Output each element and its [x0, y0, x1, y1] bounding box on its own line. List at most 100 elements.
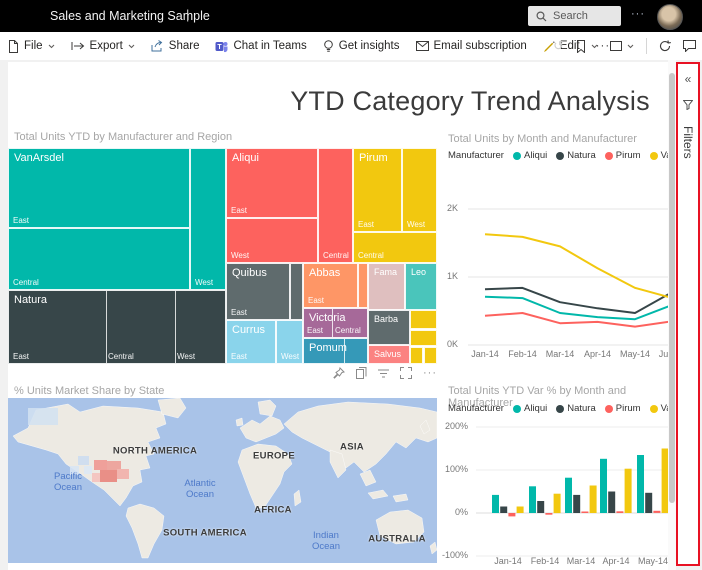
bar-vanarsdel-jan-14[interactable] [516, 506, 524, 514]
export-menu-button[interactable]: Export [71, 40, 135, 52]
treemap-label: VanArsdel [14, 152, 64, 164]
treemap-block[interactable]: Central [353, 232, 437, 263]
titlebar-more-button[interactable]: ··· [631, 8, 645, 20]
line-series-vanarsdel[interactable] [484, 233, 668, 298]
treemap-block[interactable]: West [276, 320, 303, 364]
report-toolbar: File Export Share T Chat in Teams Get in… [0, 32, 702, 61]
bar-aliqui-feb-14[interactable] [529, 486, 536, 513]
focus-mode-icon[interactable] [400, 367, 412, 379]
bar-aliqui-may-14[interactable] [637, 455, 644, 513]
bar-vanarsdel-feb-14[interactable] [553, 493, 561, 514]
file-menu-button[interactable]: File [8, 39, 55, 53]
legend-item[interactable]: VanArsdel [649, 403, 668, 414]
map-state-shade [28, 408, 58, 425]
treemap-divider [106, 291, 107, 363]
map-continent-label: EUROPE [253, 450, 295, 462]
line-chart-plot[interactable] [448, 202, 668, 362]
line-series-natura[interactable] [484, 286, 668, 314]
treemap-block-pomum[interactable]: Pomum [303, 338, 368, 364]
bar-natura-may-14[interactable] [645, 492, 653, 513]
treemap-block-currus[interactable]: Currus East [226, 320, 276, 364]
treemap-block[interactable] [358, 263, 368, 308]
export-icon [71, 41, 85, 51]
bookmarks-button[interactable] [576, 39, 598, 53]
treemap-block[interactable] [410, 347, 423, 364]
treemap-visual[interactable]: VanArsdel East West Central Natura East Centra… [8, 148, 437, 364]
treemap-block-natura[interactable]: Natura East Central West [8, 290, 226, 364]
treemap-block-pirum[interactable]: Pirum East [353, 148, 402, 232]
treemap-block-quibus[interactable]: Quibus East [226, 263, 290, 320]
bar-pirum-feb-14[interactable] [545, 513, 553, 515]
legend-item[interactable]: VanArsdel [649, 150, 668, 161]
toolbar-divider [646, 38, 647, 54]
treemap-block[interactable] [410, 310, 437, 329]
treemap-region-label: East [358, 220, 375, 229]
treemap-block-victoria[interactable]: Victoria East Central [303, 308, 368, 338]
bar-pirum-may-14[interactable] [653, 510, 661, 513]
bar-natura-mar-14[interactable] [573, 494, 581, 513]
bar-pirum-apr-14[interactable] [616, 511, 624, 513]
treemap-region-label: Central [335, 326, 361, 335]
treemap-block-salvus[interactable]: Salvus [368, 345, 410, 364]
pin-icon[interactable] [333, 367, 345, 379]
legend-item[interactable]: Pirum [604, 403, 641, 414]
treemap-label: Currus [232, 324, 266, 336]
map-visual[interactable]: NORTH AMERICA EUROPE ASIA AFRICA SOUTH AMERI… [8, 398, 437, 563]
legend-item[interactable]: Natura [556, 403, 596, 414]
map-continent-label: ASIA [340, 441, 364, 453]
avatar[interactable] [657, 4, 683, 30]
treemap-block-barba[interactable]: Barba [368, 310, 410, 345]
bar-natura-feb-14[interactable] [537, 501, 545, 513]
treemap-block-vanarsdel[interactable]: VanArsdel East [8, 148, 190, 228]
bar-aliqui-jan-14[interactable] [492, 494, 499, 513]
treemap-block[interactable]: West [226, 218, 318, 263]
line-series-aliqui[interactable] [484, 295, 668, 321]
collapse-pane-icon[interactable]: « [684, 72, 692, 86]
search-input[interactable]: Search [528, 6, 621, 26]
visual-more-icon[interactable]: ··· [423, 367, 437, 379]
bar-pirum-mar-14[interactable] [581, 511, 589, 514]
filters-pane[interactable]: « Filters [676, 62, 700, 566]
bar-natura-jan-14[interactable] [500, 506, 508, 514]
treemap-block[interactable]: Central [318, 148, 353, 263]
toolbar-more-button[interactable]: ··· [595, 40, 611, 52]
line-series-pirum[interactable] [484, 312, 668, 328]
share-button[interactable]: Share [151, 40, 199, 52]
treemap-region-label: Central [13, 278, 39, 287]
treemap-region-label: West [407, 220, 426, 229]
view-button[interactable] [610, 41, 634, 51]
get-insights-button[interactable]: Get insights [323, 39, 400, 53]
bar-chart-plot[interactable] [448, 418, 668, 570]
email-subscription-button[interactable]: Email subscription [415, 40, 527, 52]
legend-item[interactable]: Aliqui [512, 403, 547, 414]
treemap-block-abbas[interactable]: Abbas East [303, 263, 358, 308]
bar-vanarsdel-may-14[interactable] [661, 448, 668, 514]
vertical-scrollbar[interactable] [668, 60, 676, 570]
treemap-block[interactable] [410, 330, 437, 346]
treemap-block[interactable]: West [190, 148, 226, 290]
treemap-block-leo[interactable]: Leo [405, 263, 437, 310]
treemap-block[interactable]: Central [8, 228, 190, 290]
bar-natura-apr-14[interactable] [608, 491, 616, 514]
legend-item[interactable]: Pirum [604, 150, 641, 161]
treemap-block[interactable] [290, 263, 303, 320]
refresh-icon[interactable] [659, 40, 671, 52]
filter-lines-icon[interactable] [378, 369, 389, 378]
treemap-block-fama[interactable]: Fama [368, 263, 405, 310]
legend-item[interactable]: Natura [556, 150, 596, 161]
edit-button[interactable]: Edit [543, 40, 580, 52]
bar-pirum-jan-14[interactable] [508, 513, 516, 517]
bar-aliqui-apr-14[interactable] [600, 458, 607, 513]
legend-item[interactable]: Aliqui [512, 150, 547, 161]
scrollbar-thumb[interactable] [669, 73, 675, 503]
copy-icon[interactable] [356, 367, 367, 379]
comment-icon[interactable] [683, 40, 696, 52]
bar-vanarsdel-mar-14[interactable] [589, 485, 597, 514]
treemap-block[interactable]: West [402, 148, 437, 232]
treemap-block-aliqui[interactable]: Aliqui East [226, 148, 318, 218]
treemap-label: Pirum [359, 152, 388, 164]
bar-aliqui-mar-14[interactable] [565, 477, 572, 513]
chat-in-teams-button[interactable]: T Chat in Teams [215, 40, 307, 53]
treemap-block[interactable] [424, 347, 437, 364]
bar-vanarsdel-apr-14[interactable] [624, 468, 632, 513]
